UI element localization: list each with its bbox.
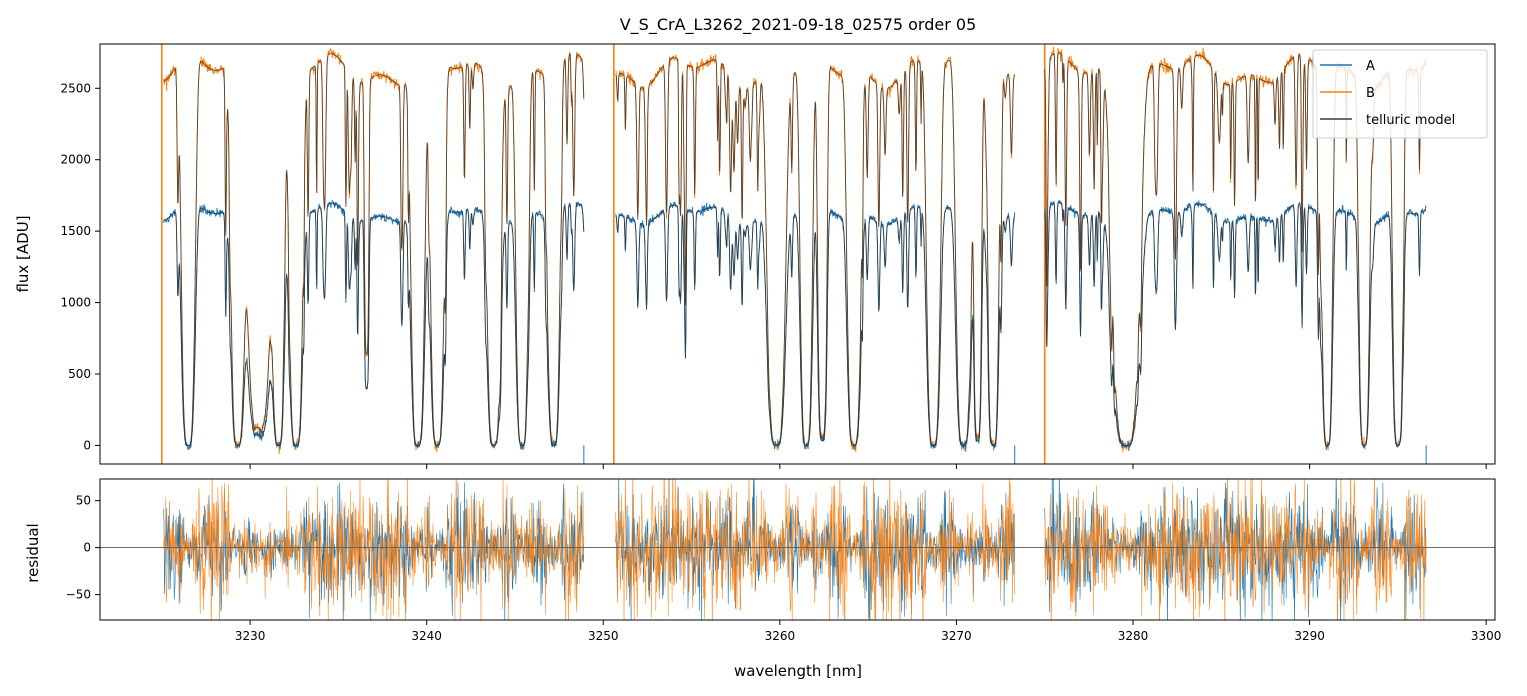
- residual-ytick-label-1: 0: [83, 541, 91, 555]
- flux-panel-frame: [99, 43, 1496, 465]
- flux-ytick-label-3: 1500: [60, 224, 91, 238]
- wavelength-xtick-label-6: 3290: [1294, 629, 1325, 643]
- flux-ytick-label-4: 2000: [60, 153, 91, 167]
- residual-ytick-label-2: 50: [76, 494, 91, 508]
- telluric-model-line-2: [615, 205, 1016, 446]
- residual-panel-frame: [99, 478, 1496, 621]
- flux-ytick-label-1: 500: [68, 367, 91, 381]
- wavelength-xtick-label-7: 3300: [1471, 629, 1502, 643]
- telluric-model-line-5: [1044, 52, 1427, 446]
- legend: A B telluric model: [1312, 49, 1488, 139]
- wavelength-xtick-label-4: 3270: [941, 629, 972, 643]
- residual-b-line-2: [1044, 479, 1427, 620]
- wavelength-xtick-label-5: 3280: [1118, 629, 1149, 643]
- residual-a-line-0: [163, 482, 585, 620]
- wavelength-xtick-label-0: 3230: [235, 629, 266, 643]
- flux-ytick-label-2: 1000: [60, 296, 91, 310]
- wavelength-axis-label: wavelength [nm]: [734, 662, 862, 680]
- telluric-model-line-3: [615, 57, 1016, 446]
- wavelength-xtick-label-3: 3260: [765, 629, 796, 643]
- telluric-model-line-1: [163, 52, 585, 446]
- flux-axis-label: flux [ADU]: [14, 215, 32, 292]
- residual-b-line-0: [163, 479, 585, 620]
- residual-ytick-label-0: −50: [66, 588, 91, 602]
- residual-b-line-1: [615, 479, 1015, 620]
- legend-label-a: A: [1366, 59, 1375, 74]
- residual-axis-label: residual: [24, 523, 42, 582]
- wavelength-xtick-label-1: 3240: [411, 629, 442, 643]
- flux-ytick-label-0: 0: [83, 438, 91, 452]
- wavelength-xtick-label-2: 3250: [588, 629, 619, 643]
- flux-ytick-label-5: 2500: [60, 81, 91, 95]
- flux-panel: 0 500 1000 1500 2000 2500 flux [ADU] A B tell…: [14, 43, 1496, 469]
- chart-title: V_S_CrA_L3262_2021-09-18_02575 order 05: [620, 15, 977, 35]
- legend-label-model: telluric model: [1366, 113, 1455, 128]
- telluric-model-line-0: [163, 202, 585, 446]
- legend-label-b: B: [1366, 86, 1375, 101]
